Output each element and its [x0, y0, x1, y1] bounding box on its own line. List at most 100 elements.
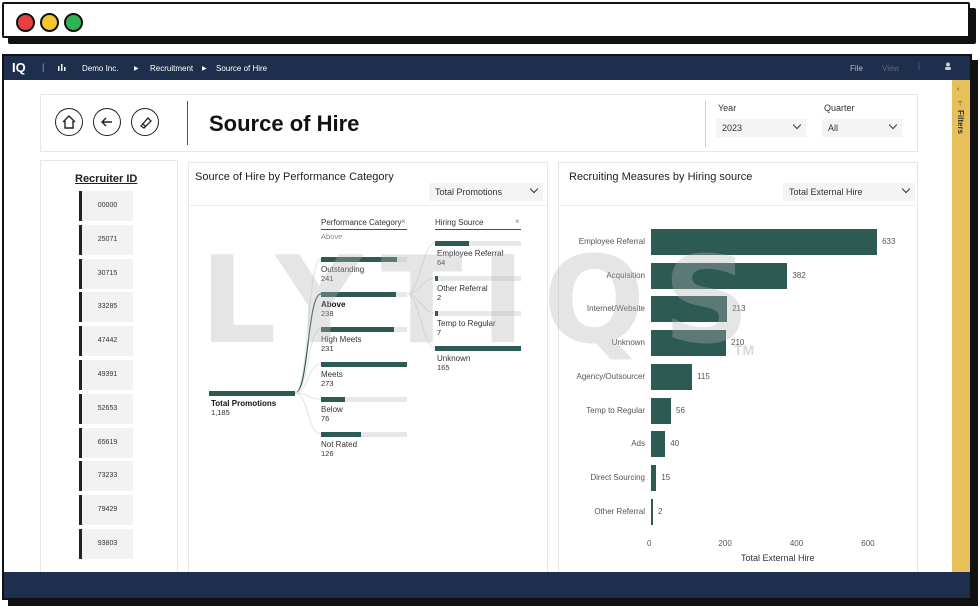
- home-button[interactable]: [55, 108, 83, 136]
- category-value: 273: [321, 379, 334, 388]
- source-bar[interactable]: [435, 276, 438, 281]
- source-bar[interactable]: [435, 241, 469, 246]
- quarter-dropdown[interactable]: All: [822, 119, 902, 137]
- year-dropdown[interactable]: 2023: [716, 119, 806, 137]
- root-bar[interactable]: [209, 391, 295, 396]
- breadcrumb-demo[interactable]: Demo Inc.: [82, 64, 119, 73]
- report-icon: [58, 63, 68, 73]
- category-bar-track: [321, 397, 407, 402]
- recruiter-id-item[interactable]: 65619: [79, 427, 133, 458]
- bar[interactable]: [651, 431, 666, 458]
- category-label: Not Rated: [321, 440, 358, 449]
- recruiter-id-item[interactable]: 47442: [79, 326, 133, 357]
- bar-value-label: 382: [792, 270, 806, 280]
- header-card: Source of Hire Year 2023 Quarter All: [40, 94, 918, 152]
- category-label: High Meets: [321, 335, 362, 344]
- source-label: Employee Referral: [437, 249, 504, 258]
- x-tick-label: 600: [861, 539, 875, 548]
- remove-level-icon[interactable]: ×: [515, 217, 520, 226]
- recruiter-title: Recruiter ID: [75, 173, 138, 185]
- bar-value-label: 15: [661, 472, 671, 482]
- bar[interactable]: [651, 262, 788, 289]
- category-value: 126: [321, 449, 334, 458]
- recruiter-id-item[interactable]: 73233: [79, 461, 133, 492]
- source-bar[interactable]: [435, 311, 439, 316]
- col1-header[interactable]: Performance Category: [321, 218, 402, 227]
- breadcrumb-chevron-icon: ▶: [134, 66, 139, 72]
- page-title: Source of Hire: [209, 111, 360, 136]
- category-bar[interactable]: [321, 397, 346, 402]
- root-label: Total Promotions: [211, 399, 277, 408]
- category-label: Below: [321, 405, 343, 414]
- bar-value-label: 115: [697, 371, 710, 381]
- col1-sub: Above: [321, 232, 343, 241]
- chart-measure-dropdown[interactable]: Total External Hire: [783, 183, 915, 201]
- app-window: IQ | Demo Inc. ▶ Recruitment ▶ Source of…: [2, 54, 972, 600]
- col2-header[interactable]: Hiring Source: [435, 218, 484, 227]
- bar-category-label: Direct Sourcing: [590, 472, 645, 482]
- tree-link: [406, 242, 436, 295]
- bar-category-label: Internet/Website: [586, 304, 645, 314]
- bar[interactable]: [651, 498, 653, 525]
- breadcrumb-current: Source of Hire: [216, 64, 268, 73]
- bar-category-label: Unknown: [611, 338, 645, 348]
- tree-link: [294, 392, 322, 435]
- recruiter-id-item[interactable]: 93803: [79, 529, 133, 559]
- home-icon: [62, 115, 76, 129]
- source-label: Unknown: [437, 354, 471, 363]
- category-bar[interactable]: [321, 292, 396, 297]
- remove-level-icon[interactable]: ×: [401, 217, 406, 226]
- bar[interactable]: [651, 229, 878, 255]
- filter-icon: ⊤: [957, 101, 964, 108]
- tree-link: [294, 258, 322, 394]
- bar-category-label: Agency/Outsourcer: [576, 371, 645, 381]
- source-value: 2: [437, 293, 442, 302]
- bar[interactable]: [651, 464, 657, 491]
- category-bar-track: [321, 432, 407, 437]
- clear-filters-button[interactable]: [131, 108, 159, 136]
- recruiter-id-item[interactable]: 52653: [79, 393, 133, 424]
- source-bar[interactable]: [435, 346, 521, 351]
- chevron-down-icon: [888, 120, 898, 130]
- source-value: 64: [437, 258, 446, 267]
- close-window-button[interactable]: [16, 13, 35, 32]
- bar[interactable]: [651, 363, 693, 390]
- tree-link: [294, 392, 322, 400]
- x-tick-label: 200: [718, 539, 732, 548]
- bar[interactable]: [651, 397, 671, 424]
- category-bar[interactable]: [321, 257, 397, 262]
- category-bar[interactable]: [321, 327, 395, 332]
- tree-measure-dropdown[interactable]: Total Promotions: [429, 183, 543, 201]
- bar-category-label: Acquisition: [606, 270, 645, 280]
- app-header-bar: IQ | Demo Inc. ▶ Recruitment ▶ Source of…: [4, 56, 970, 80]
- bar[interactable]: [651, 296, 728, 323]
- category-value: 76: [321, 414, 330, 423]
- filters-pane[interactable]: ‹ ⊤ Filters: [952, 80, 970, 576]
- recruiter-id-item[interactable]: 00000: [79, 191, 133, 221]
- collapse-chevron-icon[interactable]: ‹: [957, 86, 960, 93]
- category-bar[interactable]: [321, 432, 361, 437]
- category-bar[interactable]: [321, 362, 407, 367]
- recruiter-id-item[interactable]: 25071: [79, 224, 133, 255]
- breadcrumb-recruitment[interactable]: Recruitment: [150, 64, 194, 73]
- tree-links: [294, 242, 436, 435]
- titlebar: [2, 2, 970, 38]
- back-button[interactable]: [93, 108, 121, 136]
- recruiter-id-item[interactable]: 49391: [79, 360, 133, 390]
- chart-title: Recruiting Measures by Hiring source: [569, 171, 753, 183]
- recruiter-id-item[interactable]: 30715: [79, 258, 133, 289]
- category-label: Meets: [321, 370, 343, 379]
- chart-card: Recruiting Measures by Hiring source Tot…: [558, 162, 919, 574]
- view-menu[interactable]: View: [882, 64, 900, 73]
- minimize-window-button[interactable]: [40, 13, 59, 32]
- watermark-tm: TM: [734, 342, 755, 358]
- source-value: 7: [437, 328, 442, 337]
- user-icon[interactable]: [944, 62, 952, 72]
- maximize-window-button[interactable]: [64, 13, 83, 32]
- recruiter-id-item[interactable]: 79429: [79, 495, 133, 526]
- bar[interactable]: [651, 330, 726, 357]
- file-menu[interactable]: File: [850, 64, 863, 73]
- recruiter-id-item[interactable]: 33285: [79, 292, 133, 323]
- source-label: Temp to Regular: [437, 319, 496, 328]
- tree-link: [406, 293, 436, 349]
